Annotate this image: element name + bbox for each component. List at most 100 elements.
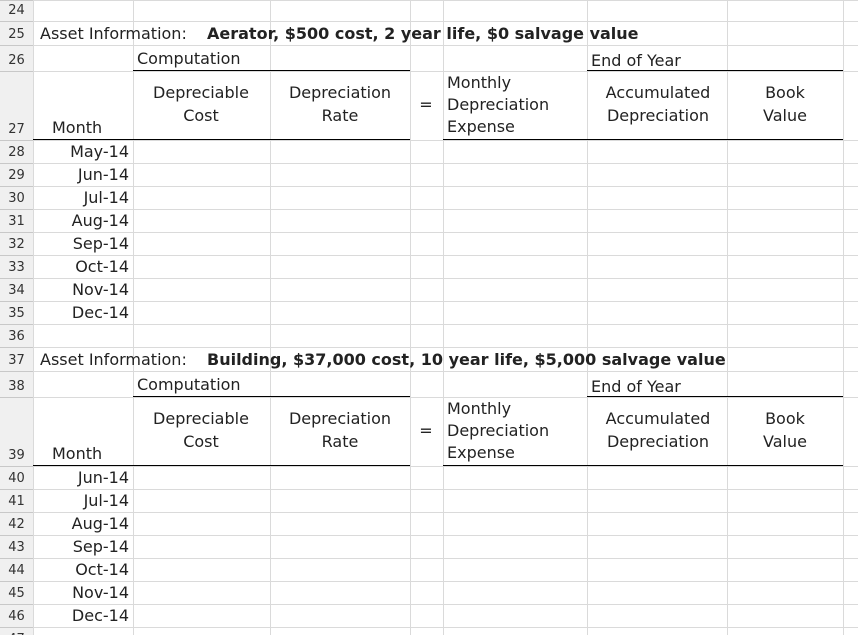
row-header-line: [0, 163, 33, 164]
month-cell: Jun-14: [77, 165, 129, 184]
row-number: 37: [8, 353, 25, 368]
border: [587, 396, 843, 397]
column-header: Depreciation: [288, 409, 392, 428]
column-header: Cost: [183, 432, 219, 451]
border: [587, 70, 843, 71]
column-header: Monthly: [447, 73, 512, 92]
grid-line: [33, 21, 858, 22]
grid-line: [33, 489, 858, 490]
column-header: Depreciation: [447, 421, 550, 440]
row-number: 39: [8, 448, 25, 463]
row-number: 45: [8, 586, 25, 601]
column-header: Month: [52, 444, 103, 463]
border: [33, 139, 410, 140]
row-header-line: [0, 278, 33, 279]
column-header: Depreciation: [606, 106, 710, 125]
border: [33, 465, 410, 466]
column-header: Depreciable: [153, 409, 249, 428]
row-header-line: [0, 255, 33, 256]
row-header-line: [0, 535, 33, 536]
month-cell: Dec-14: [71, 606, 129, 625]
month-cell: Sep-14: [72, 234, 129, 253]
column-header: Rate: [321, 106, 359, 125]
month-cell: Aug-14: [71, 514, 129, 533]
month-cell: Oct-14: [75, 257, 129, 276]
month-cell: Oct-14: [75, 560, 129, 579]
row-header-line: [0, 45, 33, 46]
grid-line: [33, 604, 858, 605]
grid-line: [33, 255, 858, 256]
row-number: 35: [8, 306, 25, 321]
row-header-line: [0, 604, 33, 605]
month-cell: May-14: [70, 142, 129, 161]
row-header-line: [0, 627, 33, 628]
column-header: Depreciable: [153, 83, 249, 102]
row-header-line: [0, 21, 33, 22]
grid-line: [33, 186, 858, 187]
border: [133, 70, 410, 71]
month-cell: Jul-14: [83, 188, 129, 207]
row-header-line: [0, 512, 33, 513]
column-header: Accumulated: [605, 409, 711, 428]
grid-line: [33, 209, 858, 210]
column-header: Value: [763, 432, 807, 451]
border: [443, 139, 843, 140]
month-cell: Nov-14: [72, 280, 129, 299]
grid-line: [33, 45, 858, 46]
equals-sign: =: [419, 421, 433, 440]
row-header-line: [0, 371, 33, 372]
row-number: 24: [8, 3, 25, 18]
row-header-line: [0, 489, 33, 490]
grid-line: [33, 324, 858, 325]
row-header-line: [0, 186, 33, 187]
row-number: 33: [8, 260, 25, 275]
column-header: Monthly: [447, 399, 512, 418]
row-header-line: [0, 301, 33, 302]
column-header: Book: [765, 83, 805, 102]
row-number: 27: [8, 122, 25, 137]
month-cell: Dec-14: [71, 303, 129, 322]
grid-line: [843, 0, 844, 635]
column-header: Depreciation: [447, 95, 550, 114]
border: [133, 396, 410, 397]
row-number: 29: [8, 168, 25, 183]
grid-line: [33, 627, 858, 628]
grid-line: [33, 0, 34, 635]
grid-line: [443, 0, 444, 635]
column-header: Cost: [183, 106, 219, 125]
equals-sign: =: [419, 95, 433, 114]
row-header-line: [0, 0, 33, 1]
grid-line: [33, 301, 858, 302]
row-header-line: [0, 581, 33, 582]
row-number: 28: [8, 145, 25, 160]
month-cell: Jul-14: [83, 491, 129, 510]
grid-line: [133, 0, 134, 635]
computation-label: Computation: [137, 49, 241, 68]
row-number: 44: [8, 563, 25, 578]
computation-label: Computation: [137, 375, 241, 394]
grid-line: [33, 0, 858, 1]
column-header: Accumulated: [605, 83, 711, 102]
row-number: 43: [8, 540, 25, 555]
column-header: Expense: [447, 117, 515, 136]
row-number: 31: [8, 214, 25, 229]
info-detail: Building, $37,000 cost, 10 year life, $5…: [207, 350, 726, 369]
column-header: Depreciation: [606, 432, 710, 451]
row-number: 47: [0, 629, 33, 635]
grid-line: [33, 140, 858, 141]
row-number: 25: [8, 27, 25, 42]
grid-line: [33, 397, 858, 398]
column-header: Depreciation: [288, 83, 392, 102]
grid-line: [587, 0, 588, 635]
column-header: Expense: [447, 443, 515, 462]
row-number: 26: [8, 53, 25, 68]
grid-line: [33, 232, 858, 233]
row-header-line: [0, 140, 33, 141]
row-header-line: [0, 209, 33, 210]
row-number: 30: [8, 191, 25, 206]
row-header-line: [0, 232, 33, 233]
end-of-year-label: End of Year: [591, 51, 681, 70]
row-header-line: [0, 558, 33, 559]
month-cell: Jun-14: [77, 468, 129, 487]
border: [443, 465, 843, 466]
